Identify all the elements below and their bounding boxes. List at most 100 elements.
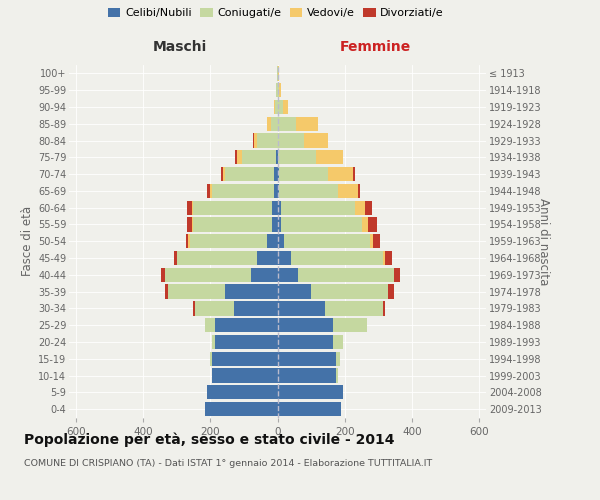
- Bar: [355, 200, 365, 215]
- Bar: [268, 116, 271, 131]
- Bar: [358, 184, 360, 198]
- Bar: [237, 150, 242, 164]
- Bar: [277, 134, 304, 147]
- Bar: [311, 284, 388, 298]
- Bar: [298, 268, 394, 282]
- Bar: [277, 200, 281, 215]
- Bar: [362, 218, 368, 232]
- Bar: [277, 352, 337, 366]
- Bar: [333, 335, 343, 349]
- Bar: [291, 251, 383, 265]
- Bar: [271, 116, 277, 131]
- Bar: [207, 184, 210, 198]
- Text: Maschi: Maschi: [152, 40, 206, 54]
- Bar: [277, 335, 333, 349]
- Bar: [385, 251, 392, 265]
- Bar: [176, 251, 257, 265]
- Bar: [277, 251, 291, 265]
- Bar: [325, 302, 383, 316]
- Bar: [283, 100, 287, 114]
- Bar: [296, 116, 318, 131]
- Bar: [193, 218, 272, 232]
- Bar: [272, 218, 277, 232]
- Text: Femmine: Femmine: [340, 40, 411, 54]
- Text: Popolazione per età, sesso e stato civile - 2014: Popolazione per età, sesso e stato civil…: [24, 432, 395, 447]
- Bar: [254, 134, 257, 147]
- Bar: [212, 352, 277, 366]
- Bar: [210, 184, 212, 198]
- Bar: [192, 200, 193, 215]
- Bar: [272, 200, 277, 215]
- Y-axis label: Fasce di età: Fasce di età: [20, 206, 34, 276]
- Bar: [276, 150, 277, 164]
- Bar: [278, 66, 279, 80]
- Y-axis label: Anni di nascita: Anni di nascita: [537, 198, 550, 285]
- Bar: [394, 268, 400, 282]
- Bar: [187, 218, 192, 232]
- Bar: [281, 218, 362, 232]
- Bar: [279, 83, 281, 98]
- Bar: [268, 234, 277, 248]
- Bar: [304, 134, 328, 147]
- Bar: [277, 284, 311, 298]
- Bar: [234, 302, 277, 316]
- Bar: [277, 302, 325, 316]
- Bar: [188, 234, 190, 248]
- Bar: [215, 335, 277, 349]
- Legend: Celibi/Nubili, Coniugati/e, Vedovi/e, Divorziati/e: Celibi/Nubili, Coniugati/e, Vedovi/e, Di…: [106, 6, 446, 20]
- Bar: [215, 318, 277, 332]
- Bar: [275, 100, 277, 114]
- Bar: [205, 402, 277, 416]
- Bar: [242, 150, 276, 164]
- Bar: [274, 184, 277, 198]
- Bar: [277, 83, 279, 98]
- Bar: [274, 100, 275, 114]
- Bar: [279, 184, 338, 198]
- Bar: [195, 302, 234, 316]
- Bar: [277, 234, 284, 248]
- Bar: [253, 134, 254, 147]
- Bar: [277, 402, 341, 416]
- Bar: [365, 200, 371, 215]
- Bar: [165, 284, 168, 298]
- Bar: [192, 218, 193, 232]
- Bar: [333, 318, 367, 332]
- Bar: [328, 167, 353, 181]
- Bar: [338, 184, 358, 198]
- Bar: [212, 368, 277, 382]
- Bar: [226, 284, 277, 298]
- Bar: [337, 352, 340, 366]
- Bar: [235, 150, 237, 164]
- Bar: [353, 167, 355, 181]
- Bar: [277, 167, 279, 181]
- Bar: [174, 251, 176, 265]
- Bar: [207, 385, 277, 400]
- Bar: [277, 100, 283, 114]
- Bar: [212, 335, 215, 349]
- Bar: [281, 200, 355, 215]
- Bar: [212, 184, 274, 198]
- Bar: [223, 167, 226, 181]
- Bar: [277, 116, 296, 131]
- Bar: [165, 268, 251, 282]
- Bar: [337, 368, 338, 382]
- Bar: [205, 318, 215, 332]
- Bar: [370, 234, 373, 248]
- Bar: [277, 150, 316, 164]
- Bar: [316, 150, 343, 164]
- Bar: [193, 200, 272, 215]
- Bar: [277, 368, 337, 382]
- Bar: [221, 167, 223, 181]
- Bar: [193, 302, 195, 316]
- Bar: [161, 268, 165, 282]
- Bar: [226, 167, 274, 181]
- Bar: [190, 234, 268, 248]
- Bar: [277, 385, 343, 400]
- Bar: [257, 134, 277, 147]
- Bar: [277, 218, 281, 232]
- Bar: [274, 167, 277, 181]
- Bar: [279, 167, 328, 181]
- Bar: [210, 352, 212, 366]
- Bar: [185, 234, 188, 248]
- Bar: [383, 302, 385, 316]
